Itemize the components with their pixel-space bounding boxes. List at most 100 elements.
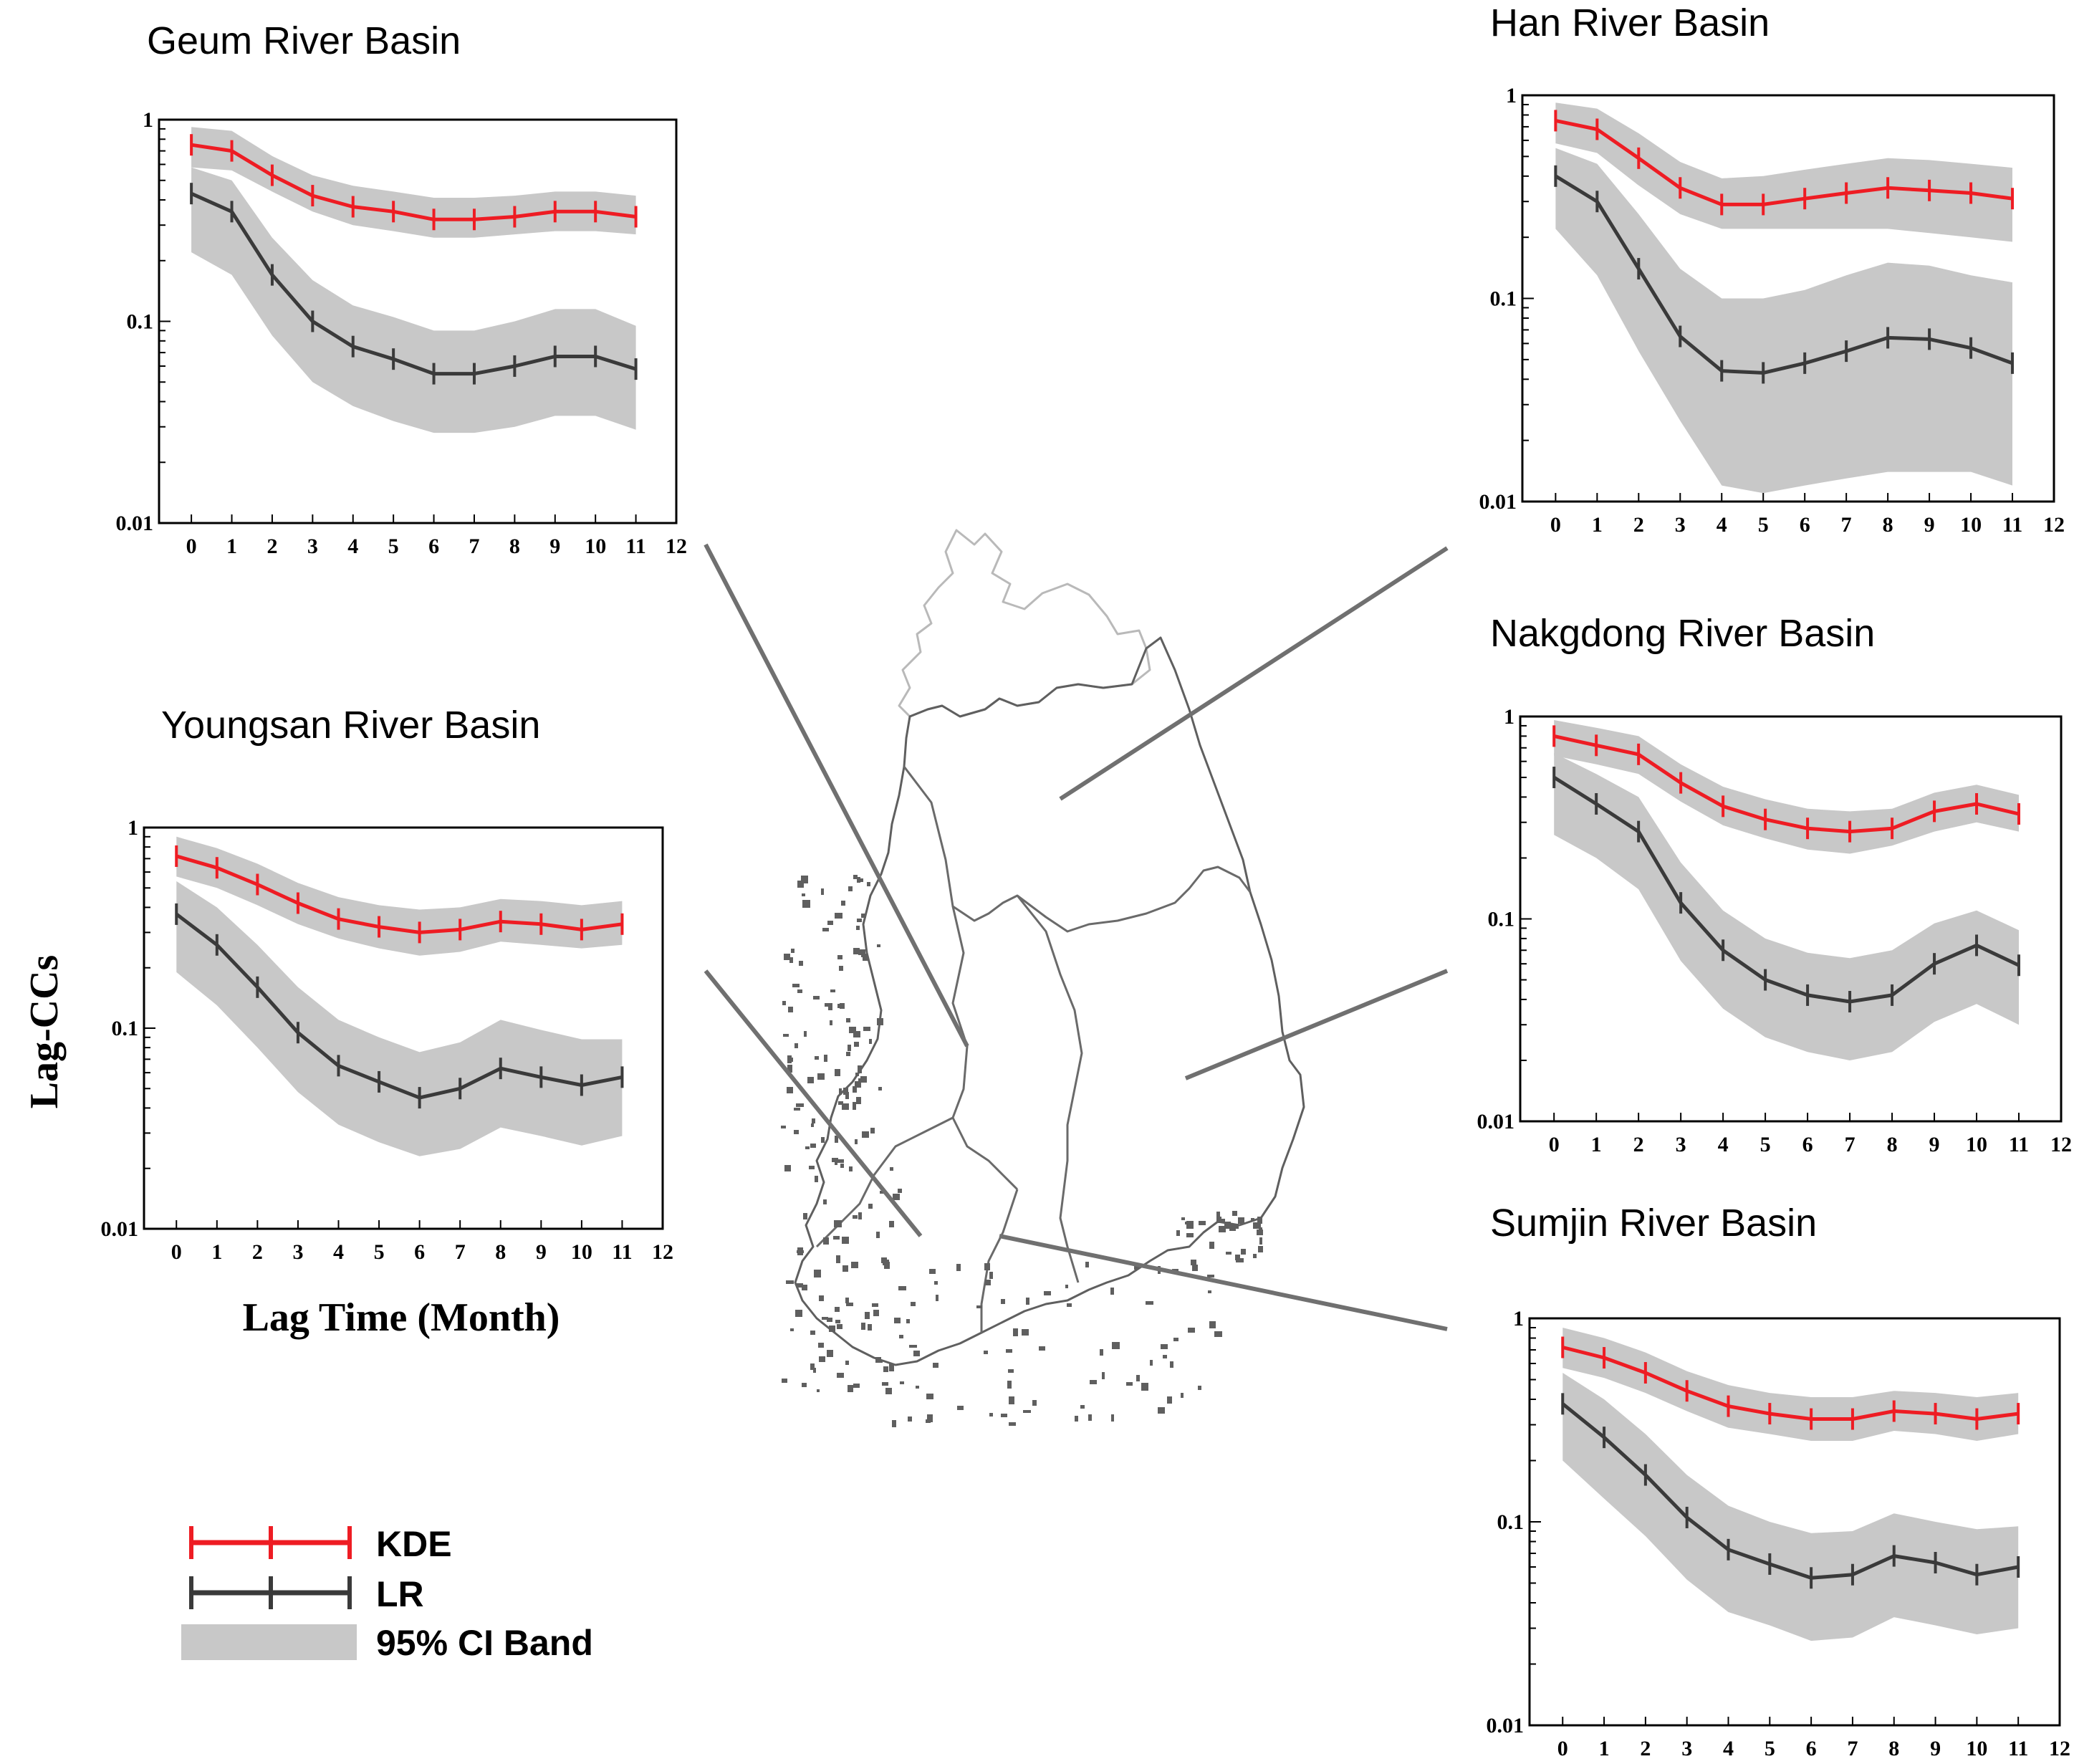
y-tick-label: 1 [128, 816, 138, 840]
connector-han [1059, 546, 1449, 801]
x-tick-label: 3 [307, 535, 318, 558]
chart-title-han-river-basin: Han River Basin [1490, 1, 1770, 44]
ci-band-kde-youngsan-river-basin [176, 836, 623, 956]
basin-boundary-han [903, 766, 1252, 933]
y-tick-label: 0.01 [1479, 490, 1517, 514]
basin-boundary-geum [951, 906, 1019, 1191]
x-tick-label: 0 [1549, 1133, 1560, 1156]
series-line-kde-youngsan-river-basin [176, 854, 623, 934]
x-tick-label: 10 [1960, 513, 1982, 537]
ci-band-lr-youngsan-river-basin [176, 881, 623, 1156]
connector-youngsan [704, 969, 923, 1237]
x-tick-label: 9 [536, 1240, 547, 1264]
ci-band-kde-geum-river-basin [191, 127, 636, 238]
y-axis-label: Lag-CCs [22, 955, 67, 1109]
x-tick-label: 11 [2002, 513, 2022, 537]
y-tick-label: 0.1 [112, 1017, 139, 1040]
connector-geum [704, 543, 969, 1048]
map-outline-north [898, 529, 1151, 718]
x-tick-label: 6 [1800, 513, 1810, 537]
x-tick-label: 7 [1845, 1133, 1855, 1156]
ci-band-lr-han-river-basin [1555, 148, 2012, 494]
x-tick-label: 0 [171, 1240, 182, 1264]
x-axis-label: Lag Time (Month) [243, 1295, 560, 1340]
x-tick-label: 10 [571, 1240, 592, 1264]
x-tick-label: 4 [1717, 513, 1727, 537]
x-tick-label: 8 [1883, 513, 1893, 537]
x-tick-label: 8 [1888, 1737, 1899, 1760]
series-line-kde-geum-river-basin [191, 143, 636, 221]
x-tick-label: 8 [509, 535, 520, 558]
y-tick-label: 0.1 [1488, 908, 1515, 931]
chart-title-geum-river-basin: Geum River Basin [147, 19, 461, 62]
y-tick-label: 1 [143, 108, 153, 132]
x-tick-label: 5 [388, 535, 399, 558]
x-tick-label: 11 [2008, 1737, 2028, 1760]
x-tick-label: 5 [1760, 1133, 1771, 1156]
series-line-lr-sumjin-river-basin [1561, 1402, 2019, 1580]
x-tick-label: 5 [1765, 1737, 1775, 1760]
series-line-lr-geum-river-basin [191, 191, 637, 376]
x-tick-label: 5 [374, 1240, 385, 1264]
x-tick-label: 0 [186, 535, 197, 558]
x-tick-label: 2 [252, 1240, 263, 1264]
x-tick-label: 4 [1723, 1737, 1734, 1760]
ci-band-lr-sumjin-river-basin [1562, 1373, 2019, 1641]
y-tick-label: 0.1 [127, 310, 154, 334]
x-tick-label: 12 [2050, 1133, 2072, 1156]
x-tick-label: 4 [347, 535, 358, 558]
ci-band-lr-nakgdong-river-basin [1554, 753, 2019, 1060]
x-tick-label: 9 [1930, 1737, 1941, 1760]
x-tick-label: 12 [652, 1240, 673, 1264]
x-tick-label: 7 [1841, 513, 1852, 537]
chart-title-sumjin-river-basin: Sumjin River Basin [1490, 1202, 1817, 1245]
x-tick-label: 7 [469, 535, 479, 558]
x-tick-label: 8 [1887, 1133, 1898, 1156]
series-line-kde-nakgdong-river-basin [1553, 734, 2020, 834]
x-tick-label: 12 [666, 535, 687, 558]
x-tick-label: 1 [1592, 513, 1603, 537]
legend-band-swatch [181, 1624, 357, 1660]
x-tick-label: 2 [1633, 513, 1644, 537]
x-tick-label: 7 [455, 1240, 466, 1264]
connector-lines [704, 543, 1449, 1331]
map-outline-south [794, 636, 1305, 1366]
series-line-kde-sumjin-river-basin [1562, 1346, 2019, 1421]
x-tick-label: 11 [2009, 1133, 2029, 1156]
y-tick-label: 0.01 [1487, 1714, 1525, 1737]
x-tick-label: 1 [1599, 1737, 1610, 1760]
x-tick-label: 2 [1640, 1737, 1651, 1760]
ci-band-kde-han-river-basin [1555, 102, 2012, 242]
x-tick-label: 6 [1802, 1133, 1813, 1156]
x-tick-label: 11 [625, 535, 645, 558]
connector-sumjin [999, 1234, 1448, 1331]
x-tick-label: 0 [1557, 1737, 1568, 1760]
y-tick-label: 0.1 [1490, 287, 1517, 311]
series-line-lr-youngsan-river-basin [175, 912, 623, 1100]
x-tick-label: 3 [1681, 1737, 1692, 1760]
x-tick-label: 6 [428, 535, 439, 558]
legend-kde-label: KDE [376, 1524, 452, 1564]
x-tick-label: 3 [292, 1240, 303, 1264]
legend-lr-marker [189, 1576, 352, 1609]
y-tick-label: 0.01 [1477, 1110, 1515, 1133]
ci-band-lr-geum-river-basin [191, 167, 636, 433]
series-line-lr-nakgdong-river-basin [1552, 775, 2020, 1004]
x-tick-label: 0 [1550, 513, 1561, 537]
x-tick-label: 12 [2049, 1737, 2070, 1760]
legend-lr-label: LR [376, 1574, 424, 1614]
x-tick-label: 6 [414, 1240, 425, 1264]
basin-boundary-nakdong [1016, 895, 1083, 1283]
series-line-kde-han-river-basin [1555, 118, 2013, 206]
x-tick-label: 3 [1675, 513, 1686, 537]
x-tick-label: 2 [1633, 1133, 1644, 1156]
basin-boundary-sumjin [980, 1189, 1019, 1333]
x-tick-label: 4 [1718, 1133, 1729, 1156]
x-tick-label: 1 [226, 535, 237, 558]
x-tick-label: 10 [1966, 1737, 1987, 1760]
x-tick-label: 9 [1929, 1133, 1940, 1156]
